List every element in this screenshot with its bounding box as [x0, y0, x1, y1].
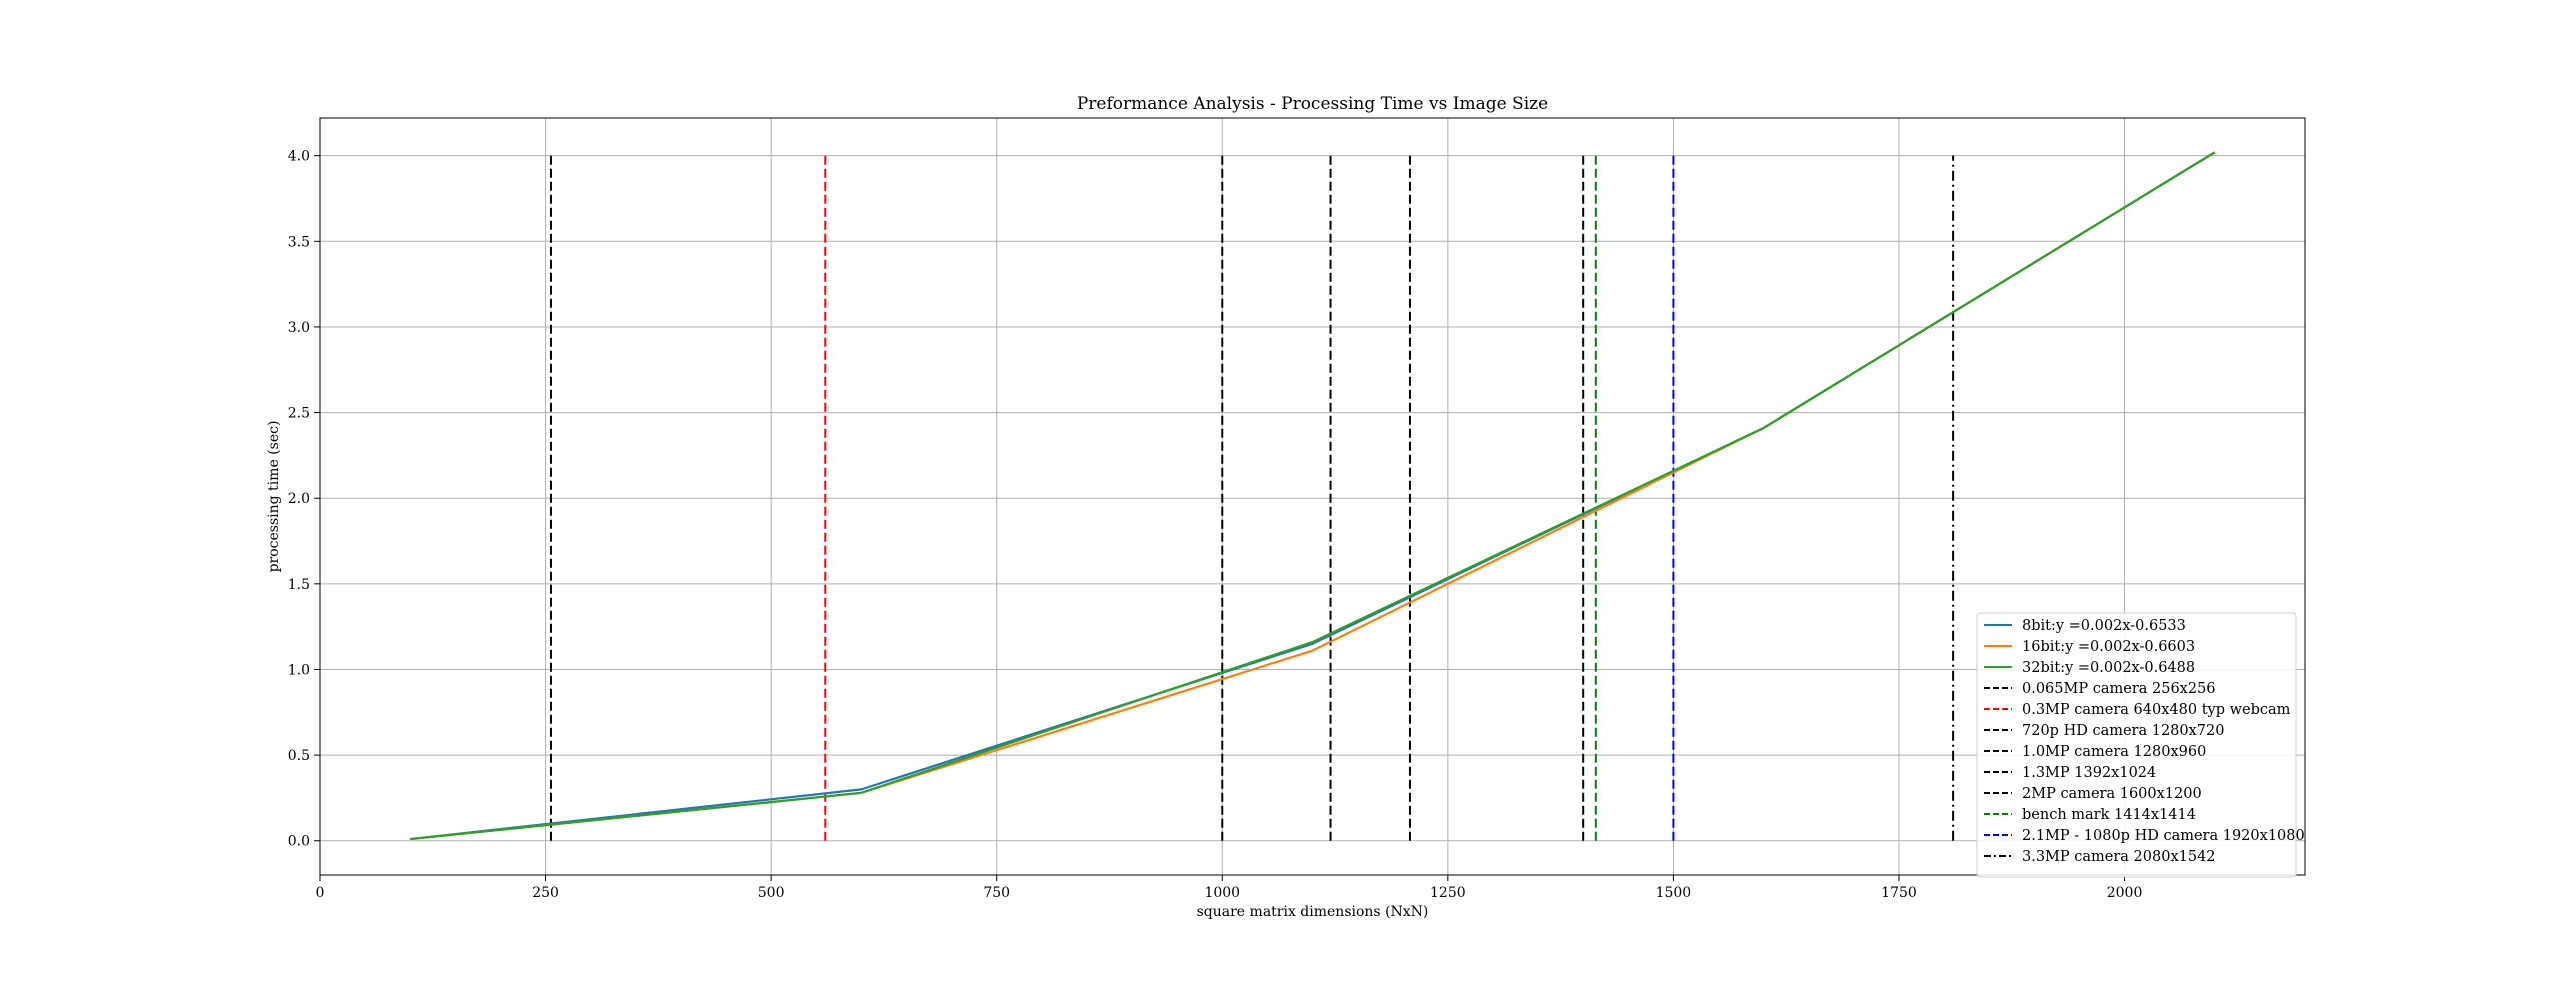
x-tick-label: 1000 [1204, 885, 1240, 901]
x-axis-ticks: 0 250 500 750 1000 1250 1500 1750 2000 [316, 875, 2143, 901]
legend-label: 720p HD camera 1280x720 [2022, 723, 2224, 739]
y-tick-label: 2.0 [288, 491, 310, 507]
y-tick-label: 4.0 [288, 149, 310, 165]
legend-box [1976, 612, 2297, 878]
x-axis-label: square matrix dimensions (NxN) [1197, 904, 1429, 920]
y-tick-label: 1.0 [288, 662, 310, 678]
y-tick-label: 0.5 [288, 748, 310, 764]
legend-label: 0.065MP camera 256x256 [2022, 681, 2216, 697]
legend-label: 3.3MP camera 2080x1542 [2022, 849, 2216, 865]
legend-label: 2.1MP - 1080p HD camera 1920x1080 [2022, 828, 2305, 844]
legend-label: bench mark 1414x1414 [2022, 807, 2196, 823]
legend-label: 1.0MP camera 1280x960 [2022, 744, 2206, 760]
legend-label: 0.3MP camera 640x480 typ webcam [2022, 702, 2291, 718]
x-tick-label: 750 [983, 885, 1010, 901]
y-tick-label: 3.5 [288, 234, 310, 250]
x-tick-label: 1500 [1656, 885, 1692, 901]
data-series [410, 151, 2216, 841]
grid [319, 118, 2305, 875]
x-tick-label: 1750 [1881, 885, 1917, 901]
x-tick-label: 0 [316, 885, 325, 901]
x-tick-label: 500 [758, 885, 785, 901]
y-tick-label: 2.5 [288, 406, 310, 422]
y-axis-label: processing time (sec) [266, 421, 282, 573]
vertical-reference-lines [549, 155, 1955, 841]
series-line [410, 151, 2216, 841]
y-tick-label: 3.0 [288, 320, 310, 336]
legend-label: 2MP camera 1600x1200 [2022, 786, 2202, 802]
legend-label: 1.3MP 1392x1024 [2022, 765, 2156, 781]
series-line [410, 151, 2216, 841]
x-tick-label: 1250 [1430, 885, 1466, 901]
series-line [410, 151, 2216, 841]
x-tick-label: 250 [532, 885, 559, 901]
legend-label: 8bit:y =0.002x-0.6533 [2022, 618, 2186, 634]
legend: 8bit:y =0.002x-0.6533 16bit:y =0.002x-0.6… [1976, 612, 2305, 878]
y-tick-label: 1.5 [288, 577, 310, 593]
legend-label: 16bit:y =0.002x-0.6603 [2022, 639, 2195, 655]
plot-frame [319, 117, 2306, 876]
chart-title: Preformance Analysis - Processing Time v… [1077, 94, 1548, 114]
x-tick-label: 2000 [2107, 885, 2143, 901]
y-tick-label: 0.0 [288, 834, 310, 850]
y-axis-ticks: 0.0 0.5 1.0 1.5 2.0 2.5 3.0 3.5 4.0 [288, 149, 320, 850]
legend-label: 32bit:y =0.002x-0.6488 [2022, 660, 2195, 676]
